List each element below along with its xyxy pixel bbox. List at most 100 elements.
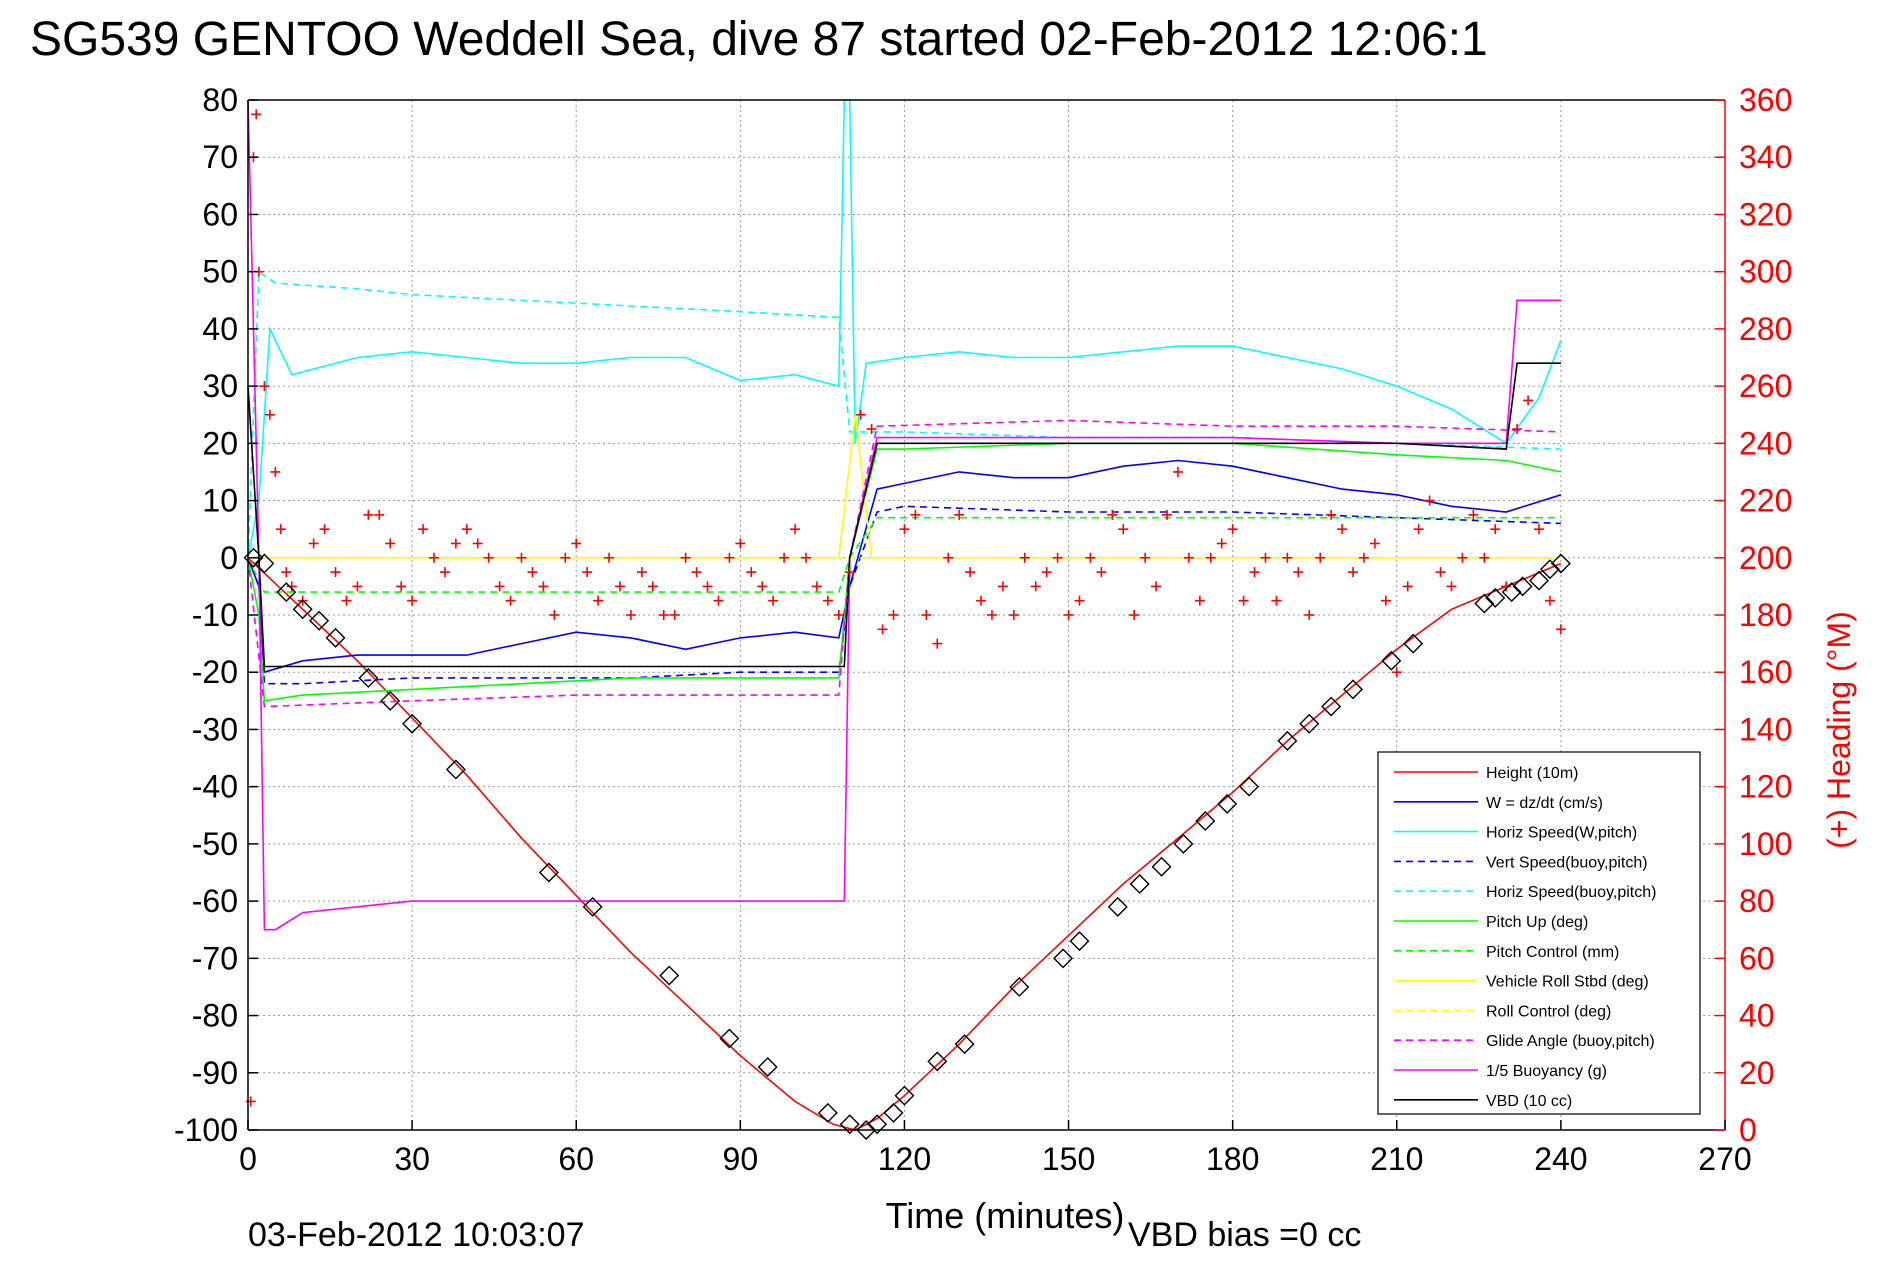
heading-marker bbox=[308, 538, 319, 549]
y-right-tick-label: 240 bbox=[1739, 425, 1792, 461]
y-right-tick-label: 360 bbox=[1739, 82, 1792, 118]
heading-marker bbox=[1162, 509, 1173, 520]
waypoint-marker bbox=[309, 610, 330, 631]
series-line-5 bbox=[247, 442, 1562, 702]
waypoint-marker bbox=[719, 1028, 740, 1049]
heading-marker bbox=[1238, 595, 1249, 606]
x-axis-label: Time (minutes) bbox=[886, 1195, 1125, 1236]
heading-marker bbox=[1468, 509, 1479, 520]
x-tick-label: 0 bbox=[239, 1141, 257, 1177]
heading-marker bbox=[1074, 595, 1085, 606]
heading-marker bbox=[604, 552, 615, 563]
y-tick-label: 80 bbox=[202, 82, 238, 118]
heading-marker bbox=[1402, 581, 1413, 592]
heading-marker bbox=[1008, 610, 1019, 620]
y-tick-labels-left: -100-90-80-70-60-50-40-30-20-10010203040… bbox=[174, 82, 238, 1148]
waypoint-marker bbox=[1277, 730, 1298, 751]
heading-marker bbox=[1041, 567, 1052, 578]
heading-marker bbox=[516, 552, 527, 563]
waypoint-marker bbox=[1151, 856, 1172, 877]
heading-marker bbox=[735, 538, 746, 549]
x-tick-label: 90 bbox=[723, 1141, 759, 1177]
heading-marker bbox=[1227, 524, 1238, 535]
heading-marker bbox=[954, 509, 965, 520]
heading-marker bbox=[1348, 567, 1359, 578]
y-right-tick-label: 180 bbox=[1739, 597, 1792, 633]
y-right-tick-label: 20 bbox=[1739, 1055, 1775, 1091]
heading-marker bbox=[1216, 538, 1227, 549]
legend-label: W = dz/dt (cm/s) bbox=[1486, 795, 1603, 812]
heading-marker bbox=[275, 524, 286, 535]
waypoint-marker bbox=[1053, 948, 1074, 969]
heading-marker bbox=[1282, 552, 1293, 563]
legend-label: Height (10m) bbox=[1486, 765, 1578, 782]
waypoint-marker bbox=[538, 862, 559, 883]
heading-marker bbox=[1380, 595, 1391, 606]
heading-marker bbox=[505, 595, 516, 606]
waypoint-marker bbox=[1501, 582, 1522, 603]
y-tick-label: 20 bbox=[202, 425, 238, 461]
heading-marker bbox=[1107, 509, 1118, 520]
series-line-11 bbox=[247, 362, 1561, 668]
heading-marker bbox=[702, 581, 713, 592]
heading-marker bbox=[976, 595, 987, 606]
heading-marker bbox=[1555, 624, 1566, 635]
waypoint-marker bbox=[927, 1051, 948, 1072]
heading-marker bbox=[483, 552, 494, 563]
y-right-tick-label: 40 bbox=[1739, 998, 1775, 1034]
heading-marker bbox=[910, 509, 921, 520]
heading-marker bbox=[1358, 552, 1369, 563]
heading-marker bbox=[1271, 595, 1282, 606]
heading-marker bbox=[614, 581, 625, 592]
legend-label: 1/5 Buoyancy (g) bbox=[1486, 1063, 1607, 1080]
legend-label: VBD (10 cc) bbox=[1486, 1093, 1572, 1110]
waypoint-marker bbox=[1239, 776, 1260, 797]
waypoint-marker bbox=[1512, 576, 1533, 597]
waypoint-marker bbox=[1343, 679, 1364, 700]
legend-label: Horiz Speed(buoy,pitch) bbox=[1486, 884, 1656, 901]
y-tick-label: 10 bbox=[202, 483, 238, 519]
y-tick-label: -90 bbox=[192, 1055, 238, 1091]
heading-marker bbox=[330, 567, 341, 578]
heading-marker bbox=[396, 581, 407, 592]
y-right-tick-label: 100 bbox=[1739, 826, 1792, 862]
series-line-2 bbox=[247, 99, 1562, 558]
waypoint-marker bbox=[883, 1102, 904, 1123]
x-tick-label: 150 bbox=[1042, 1141, 1095, 1177]
heading-marker bbox=[1085, 552, 1096, 563]
heading-marker bbox=[494, 581, 505, 592]
y-right-tick-label: 200 bbox=[1739, 540, 1792, 576]
waypoint-marker bbox=[1474, 593, 1495, 614]
y-right-tick-label: 60 bbox=[1739, 940, 1775, 976]
heading-marker bbox=[866, 424, 877, 435]
heading-marker bbox=[680, 552, 691, 563]
waypoint-marker bbox=[1550, 553, 1571, 574]
heading-marker bbox=[1413, 524, 1424, 535]
waypoint-marker bbox=[1539, 559, 1560, 580]
y-tick-label: 70 bbox=[202, 139, 238, 175]
heading-marker bbox=[1304, 610, 1315, 620]
heading-marker bbox=[281, 567, 292, 578]
waypoint-marker bbox=[402, 713, 423, 734]
heading-marker bbox=[352, 581, 363, 592]
heading-marker bbox=[888, 610, 899, 620]
heading-marker bbox=[1030, 581, 1041, 592]
heading-marker bbox=[1194, 595, 1205, 606]
y-axis-label-right: (+) Heading (°M) bbox=[1821, 611, 1857, 849]
y-tick-label: -10 bbox=[192, 597, 238, 633]
heading-marker bbox=[921, 610, 932, 620]
x-tick-label: 270 bbox=[1698, 1141, 1751, 1177]
heading-marker bbox=[582, 567, 593, 578]
heading-marker bbox=[932, 638, 943, 649]
waypoint-marker bbox=[445, 759, 466, 780]
heading-marker bbox=[428, 552, 439, 563]
heading-marker bbox=[560, 552, 571, 563]
waypoint-markers bbox=[243, 547, 1571, 1140]
footer-vbd-bias: VBD bias =0 cc bbox=[1128, 1216, 1361, 1254]
waypoint-marker bbox=[325, 627, 346, 648]
heading-marker bbox=[1293, 567, 1304, 578]
series-line-10 bbox=[247, 99, 1561, 931]
heading-marker bbox=[450, 538, 461, 549]
heading-marker bbox=[472, 538, 483, 549]
heading-marker bbox=[822, 595, 833, 606]
